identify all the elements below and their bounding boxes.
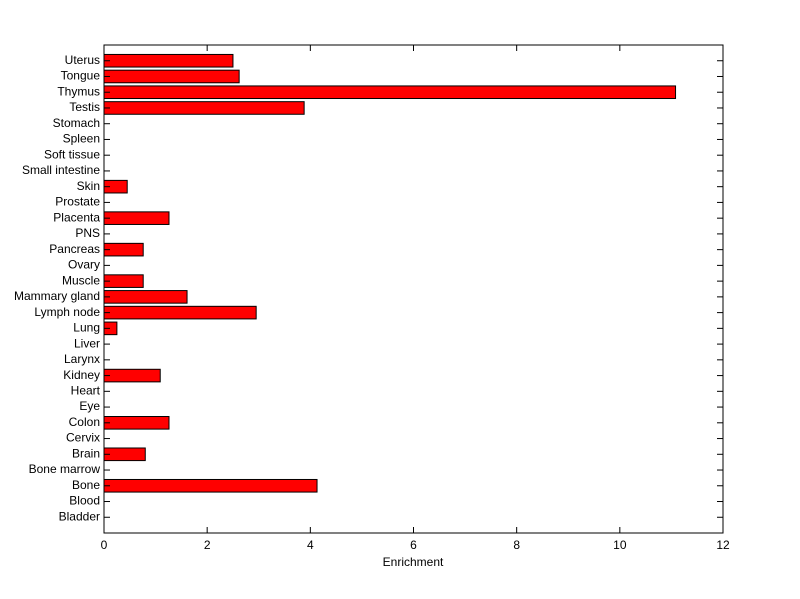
y-tick-label: Spleen (63, 132, 100, 146)
y-tick-label: Placenta (53, 210, 100, 224)
x-tick-label: 4 (307, 538, 314, 552)
bar (103, 53, 234, 68)
y-tick-label: Soft tissue (44, 147, 100, 161)
y-tick-label: Liver (74, 336, 100, 350)
x-tick-label: 10 (613, 538, 627, 552)
y-tick-label: Pancreas (49, 242, 100, 256)
bar (103, 478, 318, 493)
y-tick-label: Prostate (55, 195, 100, 209)
y-tick-label: Colon (69, 415, 100, 429)
y-tick-label: Uterus (65, 53, 100, 67)
y-tick-label: Ovary (68, 258, 100, 272)
x-axis-label: Enrichment (383, 555, 444, 569)
plot-frame (103, 44, 724, 534)
x-tick-label: 8 (513, 538, 520, 552)
x-tick-label: 2 (204, 538, 211, 552)
bar (103, 69, 240, 84)
y-tick-label: Bladder (59, 509, 100, 523)
x-tick-label: 12 (716, 538, 730, 552)
y-tick-label: Tongue (61, 69, 101, 83)
y-tick-label: Eye (79, 399, 100, 413)
y-tick-label: Bone (72, 478, 100, 492)
bar (103, 211, 170, 225)
y-tick-label: Muscle (62, 273, 100, 287)
y-tick-label: Stomach (53, 116, 100, 130)
bar (103, 447, 146, 462)
y-tick-label: Larynx (64, 352, 100, 366)
bar (103, 290, 188, 304)
y-tick-label: Blood (69, 494, 100, 508)
y-tick-label: Brain (72, 446, 100, 460)
y-tick-label: Heart (71, 383, 101, 397)
y-tick-label: Cervix (66, 431, 100, 445)
y-tick-label: Lymph node (34, 305, 100, 319)
x-tick-label: 0 (101, 538, 108, 552)
y-tick-label: Mammary gland (14, 289, 100, 303)
y-tick-label: Thymus (57, 84, 100, 98)
y-tick-label: Skin (77, 179, 100, 193)
y-tick-label: Lung (73, 321, 100, 335)
y-tick-label: Kidney (63, 368, 100, 382)
y-tick-label: PNS (75, 226, 100, 240)
bar (103, 368, 161, 383)
y-tick-label: Testis (69, 100, 100, 114)
bar (103, 305, 257, 320)
y-tick-label: Small intestine (22, 163, 100, 177)
bar (103, 101, 305, 115)
bar (103, 85, 677, 100)
bar (103, 416, 170, 430)
x-tick-label: 6 (410, 538, 417, 552)
y-tick-label: Bone marrow (29, 462, 101, 476)
